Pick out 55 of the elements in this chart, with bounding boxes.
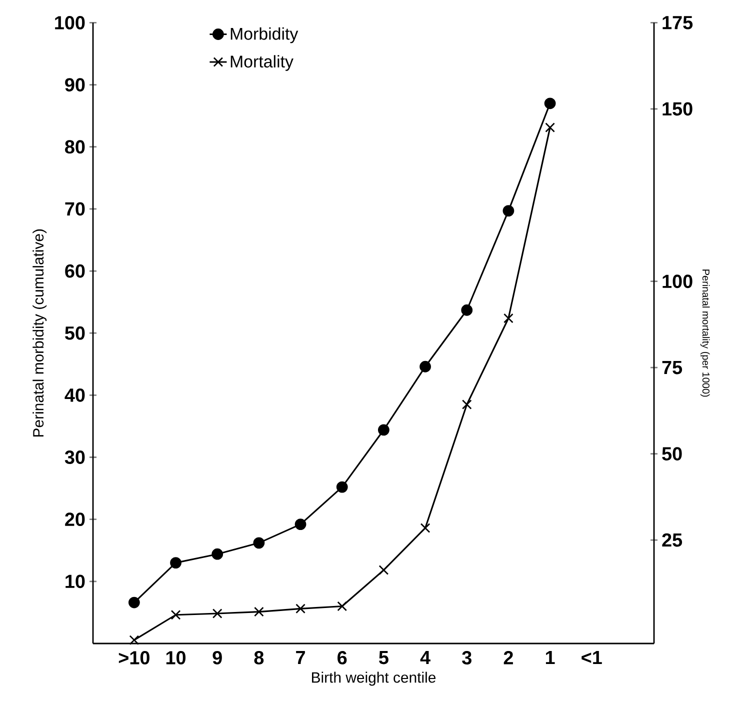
y-tick-label: 60 [65,264,85,278]
point [212,608,222,618]
point [544,98,556,110]
y2-tick-label: 100 [662,274,692,288]
y-tick-label: 10 [66,574,85,588]
y-tick-label: 100 [55,16,85,30]
point [545,122,555,132]
point [461,304,473,316]
point [294,518,306,530]
legend-label: Mortality [230,55,294,71]
point [296,604,306,614]
y2-tick-label: 75 [662,360,682,374]
point [212,548,224,560]
point [420,360,431,372]
point [336,481,348,493]
x-tick-label: 5 [379,651,388,664]
point [170,610,181,620]
point [378,565,389,575]
point [254,606,264,617]
point [128,596,140,608]
x-tick-label: 7 [296,651,305,664]
x-tick-label: 3 [462,651,472,664]
x-tick-label: <1 [582,651,602,664]
x-tick-label: 8 [254,651,264,664]
y-tick-label: 20 [65,512,85,526]
x-tick-label: 6 [338,651,347,664]
y-axis-title: Perinatal morbidity (cumulative) [32,229,47,437]
point [170,557,182,568]
x-tick-label: 9 [212,651,222,664]
x-tick-label: 2 [504,651,513,664]
y2-tick-label: 175 [662,16,693,30]
point [253,537,265,549]
y-tick-label: 70 [65,202,85,216]
y2-tick-label: 50 [662,447,682,461]
y-tick-label: 80 [65,140,85,154]
y2-tick-label: 25 [662,533,682,547]
y-tick-label: 90 [65,78,85,92]
y-tick-label: 40 [64,388,85,402]
point [378,424,390,436]
point [504,313,514,324]
y-tick-label: 30 [64,450,85,464]
x-tick-label: 1 [546,651,555,664]
y2-tick-label: 150 [662,102,692,116]
x-axis-title: Birth weight centile [312,672,436,686]
x-tick-label: 4 [420,651,430,664]
point [337,601,348,612]
x-tick-label: 10 [166,651,186,664]
x-tick-label: >10 [118,651,150,664]
y2-axis-title: Perinatal mortality (per 1000) [700,270,710,397]
point [420,523,430,533]
point [129,635,140,645]
point [462,400,472,410]
y-tick-label: 50 [65,326,85,340]
legend-label: Morbidity [230,27,298,44]
point [502,205,514,216]
